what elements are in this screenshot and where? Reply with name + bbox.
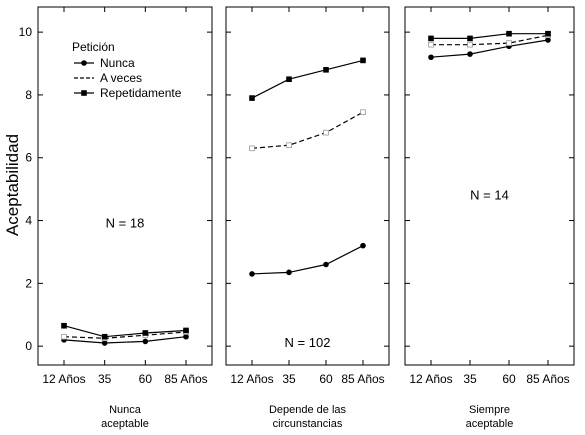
n-label: N = 18 [106, 216, 145, 231]
group-label: Depende de las [269, 404, 347, 416]
data-point [506, 30, 512, 37]
data-point [286, 269, 292, 276]
series-line-repetidamente [63, 325, 187, 338]
data-point [428, 35, 434, 42]
x-tick-label: 35 [98, 372, 112, 386]
data-point [61, 333, 67, 340]
x-tick-label: 60 [502, 372, 516, 386]
data-point [101, 333, 108, 340]
panel-3: 12 Años 35 60 85 Años Siempre aceptable N = 14 [404, 6, 575, 430]
data-point [467, 41, 473, 48]
y-tick-label: 2 [25, 276, 32, 290]
data-point [249, 145, 255, 152]
legend-title: Petición [72, 40, 115, 54]
series-line-repetidamente [431, 33, 548, 39]
legend-entry: A veces [100, 71, 142, 85]
data-point [101, 340, 108, 346]
y-tick-label: 4 [25, 214, 32, 228]
series-line-a-veces [63, 331, 187, 339]
data-point [286, 76, 292, 83]
y-tick-label: 6 [25, 151, 32, 165]
series-line-nunca [63, 336, 187, 344]
data-point [323, 67, 329, 73]
group-label: aceptable [466, 418, 514, 430]
data-point [249, 271, 255, 277]
n-label: N = 14 [470, 187, 509, 202]
x-tick-label: 35 [463, 372, 477, 386]
panel-1: 0 2 4 6 8 10 12 Años 35 60 85 Años Nunca aceptable N… [19, 6, 213, 430]
group-label: Nunca [109, 404, 142, 416]
x-tick-label: 12 Años [230, 372, 273, 386]
data-point [142, 338, 149, 345]
series-line-repetidamente [251, 59, 364, 99]
data-point [183, 333, 189, 340]
legend-entry: Nunca [100, 56, 135, 70]
x-tick-label: 60 [139, 372, 153, 386]
series-line-a-veces [431, 34, 549, 46]
panel-frame [37, 6, 213, 366]
data-point [467, 35, 473, 42]
legend-entry: Repetidamente [100, 86, 182, 100]
series-line-nunca [251, 245, 364, 275]
data-point [360, 242, 366, 249]
y-tick-label: 10 [19, 25, 33, 39]
legend-marker [81, 90, 87, 96]
data-point [142, 330, 149, 336]
x-tick-label: 12 Años [42, 372, 85, 386]
panel-frame [225, 6, 390, 366]
data-point [360, 57, 366, 64]
n-label: N = 102 [285, 335, 331, 350]
x-tick-label: 60 [319, 372, 333, 386]
data-point [286, 142, 292, 148]
series-line-a-veces [251, 111, 364, 149]
data-point [183, 327, 189, 334]
data-point [545, 37, 551, 43]
x-tick-label: 12 Años [409, 372, 452, 386]
data-point [323, 261, 329, 268]
x-tick-label: 35 [282, 372, 296, 386]
y-tick-label: 0 [25, 339, 32, 353]
series-line-nunca [430, 39, 549, 58]
data-point [467, 51, 473, 57]
x-tick-label: 85 Años [341, 372, 384, 386]
data-point [428, 54, 434, 61]
data-point [428, 41, 434, 48]
panel-2: 12 Años 35 60 85 Años Depende de las circunst… [225, 6, 390, 430]
data-point [61, 322, 67, 329]
data-point [506, 40, 512, 46]
group-label: Siempre [469, 404, 510, 416]
group-label: circunstancias [273, 418, 343, 430]
y-tick-label: 8 [25, 88, 32, 102]
group-label: aceptable [101, 418, 149, 430]
x-tick-label: 85 Años [526, 372, 569, 386]
legend-marker [81, 60, 87, 66]
panel-frame [404, 6, 575, 366]
data-point [360, 109, 366, 116]
data-point [323, 129, 329, 136]
data-point [545, 30, 551, 37]
x-tick-label: 85 Años [164, 372, 207, 386]
y-axis-label: Aceptabilidad [3, 134, 22, 236]
data-point [249, 95, 255, 101]
